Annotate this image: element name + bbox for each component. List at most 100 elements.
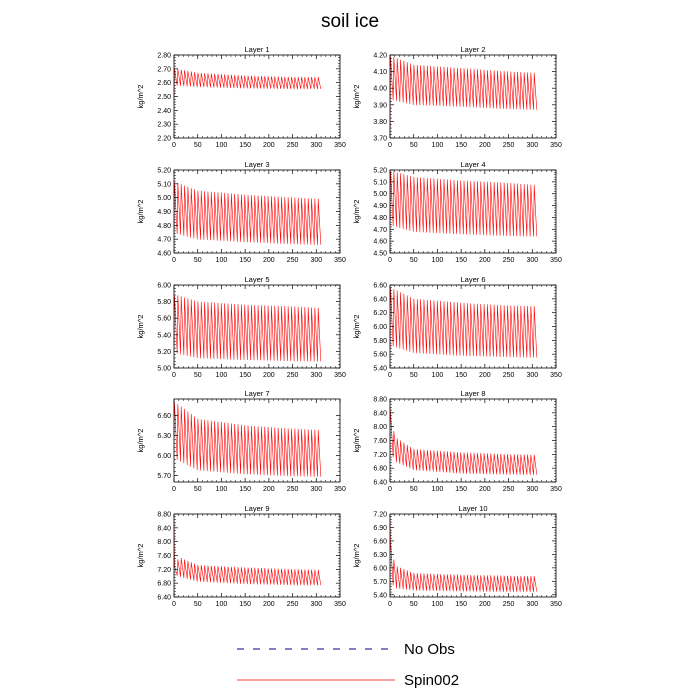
panel-layer-10: Layer 10 kg/m^2 0 50 100 150 200 250 300 350 5.40 5… — [352, 504, 562, 608]
y-tick-label: 6.30 — [157, 433, 171, 440]
x-tick-label: 150 — [239, 257, 251, 264]
y-tick-label: 4.70 — [157, 237, 171, 244]
plot-frame — [173, 513, 341, 598]
x-tick-label: 200 — [263, 486, 275, 493]
panel-layer-4: Layer 4 kg/m^2 0 50 100 150 200 250 300 350 4.50 4.… — [352, 160, 562, 264]
x-tick-label: 150 — [239, 486, 251, 493]
panel-title: Layer 5 — [244, 275, 269, 284]
y-tick-label: 5.60 — [373, 352, 387, 359]
y-tick-label: 2.60 — [157, 80, 171, 87]
y-tick-label: 5.10 — [157, 181, 171, 188]
x-tick-label: 300 — [526, 486, 538, 493]
y-tick-label: 7.20 — [373, 512, 387, 519]
x-tick-label: 100 — [432, 257, 444, 264]
x-tick-label: 250 — [287, 486, 299, 493]
y-tick-label: 6.40 — [373, 480, 387, 487]
x-tick-label: 150 — [455, 257, 467, 264]
x-tick-label: 50 — [194, 601, 202, 608]
y-tick-label: 4.90 — [157, 209, 171, 216]
x-tick-label: 0 — [172, 257, 176, 264]
x-tick-label: 50 — [194, 142, 202, 149]
x-tick-label: 50 — [410, 601, 418, 608]
x-tick-label: 200 — [479, 486, 491, 493]
series-line-spin002 — [389, 56, 538, 135]
x-tick-label: 100 — [432, 486, 444, 493]
y-tick-label: 5.20 — [373, 168, 387, 175]
plot-frame — [389, 284, 557, 369]
series-line-spin002 — [173, 520, 322, 586]
y-tick-label: 8.00 — [373, 424, 387, 431]
y-tick-label: 6.60 — [373, 538, 387, 545]
series-line-spin002 — [173, 294, 322, 362]
y-tick-label: 6.90 — [373, 525, 387, 532]
y-tick-label: 5.00 — [157, 195, 171, 202]
panel-title: Layer 7 — [244, 389, 269, 398]
x-tick-label: 0 — [172, 372, 176, 379]
x-tick-label: 350 — [334, 372, 346, 379]
y-tick-label: 4.10 — [373, 69, 387, 76]
y-tick-label: 2.50 — [157, 94, 171, 101]
x-tick-label: 0 — [388, 142, 392, 149]
y-axis-label: kg/m^2 — [136, 85, 145, 109]
series-line-spin002 — [173, 182, 322, 245]
y-tick-label: 8.80 — [373, 397, 387, 404]
panel-layer-8: Layer 8 kg/m^2 0 50 100 150 200 250 300 350 6.40 6.… — [352, 389, 562, 493]
x-tick-label: 200 — [263, 372, 275, 379]
y-tick-label: 5.20 — [157, 168, 171, 175]
x-tick-label: 200 — [263, 257, 275, 264]
y-tick-label: 2.70 — [157, 66, 171, 73]
x-tick-label: 150 — [455, 486, 467, 493]
y-axis-label: kg/m^2 — [136, 200, 145, 224]
x-tick-label: 0 — [388, 372, 392, 379]
x-tick-label: 150 — [239, 601, 251, 608]
panel-title: Layer 9 — [244, 504, 269, 513]
y-tick-label: 5.70 — [373, 579, 387, 586]
y-tick-label: 6.30 — [373, 552, 387, 559]
panel-layer-6: Layer 6 kg/m^2 0 50 100 150 200 250 300 350 5.40 5.… — [352, 275, 562, 379]
x-tick-label: 50 — [194, 486, 202, 493]
y-tick-label: 5.00 — [373, 191, 387, 198]
series-line-spin002 — [173, 68, 322, 97]
panel-layer-5: Layer 5 kg/m^2 0 50 100 150 200 250 300 350 5.00 5.… — [136, 275, 346, 379]
plot-frame — [173, 398, 341, 483]
x-tick-label: 350 — [550, 486, 562, 493]
x-tick-label: 300 — [310, 142, 322, 149]
panel-title: Layer 2 — [460, 45, 485, 54]
x-tick-label: 300 — [526, 601, 538, 608]
y-tick-label: 4.70 — [373, 227, 387, 234]
x-tick-label: 150 — [239, 142, 251, 149]
x-tick-label: 50 — [410, 372, 418, 379]
panel-layer-7: Layer 7 kg/m^2 0 50 100 150 200 250 300 350 5.70 6.… — [136, 389, 346, 493]
y-tick-label: 5.00 — [157, 366, 171, 373]
y-tick-label: 7.60 — [157, 553, 171, 560]
x-tick-label: 250 — [287, 257, 299, 264]
x-tick-label: 200 — [263, 142, 275, 149]
y-tick-label: 3.70 — [373, 136, 387, 143]
x-tick-label: 50 — [410, 257, 418, 264]
y-tick-label: 4.90 — [373, 203, 387, 210]
y-tick-label: 7.20 — [373, 452, 387, 459]
x-tick-label: 300 — [526, 372, 538, 379]
x-tick-label: 0 — [388, 257, 392, 264]
x-tick-label: 150 — [455, 372, 467, 379]
plot-frame — [173, 54, 341, 139]
x-tick-label: 200 — [479, 257, 491, 264]
series-line-spin002 — [389, 288, 538, 358]
y-tick-label: 4.20 — [373, 53, 387, 60]
x-tick-label: 50 — [194, 257, 202, 264]
y-tick-label: 6.00 — [373, 565, 387, 572]
x-tick-label: 250 — [503, 142, 515, 149]
series-line-spin002 — [173, 402, 322, 477]
x-tick-label: 300 — [526, 257, 538, 264]
x-tick-label: 100 — [432, 142, 444, 149]
y-axis-label: kg/m^2 — [352, 429, 361, 453]
y-tick-label: 6.60 — [373, 283, 387, 290]
x-tick-label: 300 — [310, 372, 322, 379]
x-tick-label: 350 — [550, 142, 562, 149]
x-tick-label: 150 — [455, 142, 467, 149]
y-axis-label: kg/m^2 — [352, 200, 361, 224]
y-tick-label: 3.90 — [373, 102, 387, 109]
x-tick-label: 300 — [310, 257, 322, 264]
y-axis-label: kg/m^2 — [352, 315, 361, 339]
